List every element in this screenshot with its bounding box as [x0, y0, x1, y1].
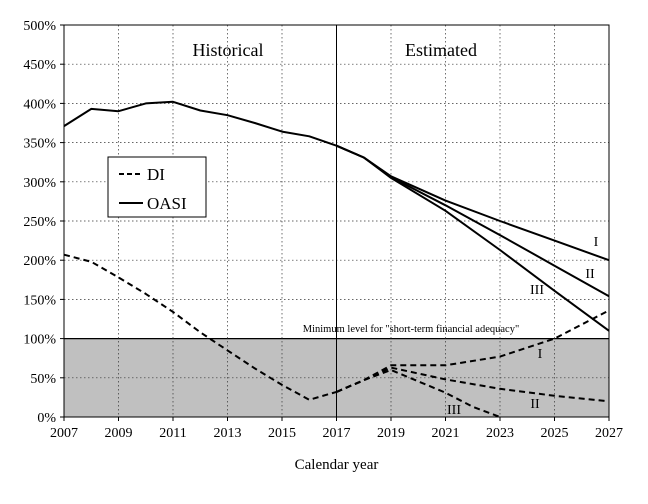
x-tick-label: 2007: [50, 426, 78, 441]
legend-label-di: DI: [147, 165, 165, 184]
y-tick-label: 150%: [23, 293, 56, 308]
y-tick-label: 300%: [23, 176, 56, 191]
x-tick-label: 2017: [323, 426, 351, 441]
legend: DI OASI: [107, 156, 207, 218]
x-tick-label: 2021: [432, 426, 460, 441]
minimum-level-label: Minimum level for "short-term financial …: [303, 324, 519, 335]
oasi-historical-line: [63, 100, 337, 147]
oasi-scenario-ii-label: II: [585, 267, 595, 282]
x-tick-label: 2009: [105, 426, 133, 441]
legend-box: [107, 156, 207, 218]
y-tick-label: 500%: [23, 19, 56, 34]
plot-frame-layer: [60, 24, 610, 421]
di-ii-line: [336, 366, 610, 403]
series-label-layer: Historical Estimated Minimum level for "sh…: [193, 40, 599, 418]
di-historical-line: [63, 253, 337, 401]
axis-label-layer: 0% 50% 100% 150% 200% 250% 300% 350% 400% 450% 500…: [23, 19, 623, 473]
y-tick-label: 350%: [23, 137, 56, 152]
y-tick-label: 50%: [30, 372, 56, 387]
y-tick-label: 100%: [23, 333, 56, 348]
y-tick-label: 0%: [37, 411, 56, 426]
legend-label-oasi: OASI: [147, 194, 187, 213]
estimated-label: Estimated: [405, 40, 477, 60]
di-iii-line: [336, 369, 501, 418]
x-tick-label: 2027: [595, 426, 623, 441]
y-tick-label: 450%: [23, 58, 56, 73]
di-scenario-i-label: I: [538, 347, 543, 362]
series-layer: [63, 100, 610, 418]
y-tick-label: 400%: [23, 97, 56, 112]
oasi-iii-line: [336, 144, 610, 332]
historical-label: Historical: [193, 40, 264, 60]
di-i-line: [336, 309, 610, 393]
y-tick-label: 250%: [23, 215, 56, 230]
di-scenario-ii-label: II: [530, 397, 540, 412]
x-tick-label: 2011: [159, 426, 186, 441]
x-tick-label: 2019: [377, 426, 405, 441]
x-tick-label: 2023: [486, 426, 514, 441]
oasi-i-line: [336, 144, 610, 262]
oasi-scenario-iii-label: III: [530, 283, 544, 298]
y-tick-label: 200%: [23, 254, 56, 269]
x-tick-label: 2025: [541, 426, 569, 441]
oasi-scenario-i-label: I: [594, 235, 599, 250]
x-tick-label: 2015: [268, 426, 296, 441]
x-tick-label: 2013: [214, 426, 242, 441]
di-scenario-iii-label: III: [447, 403, 461, 418]
x-axis-title: Calendar year: [295, 457, 379, 473]
